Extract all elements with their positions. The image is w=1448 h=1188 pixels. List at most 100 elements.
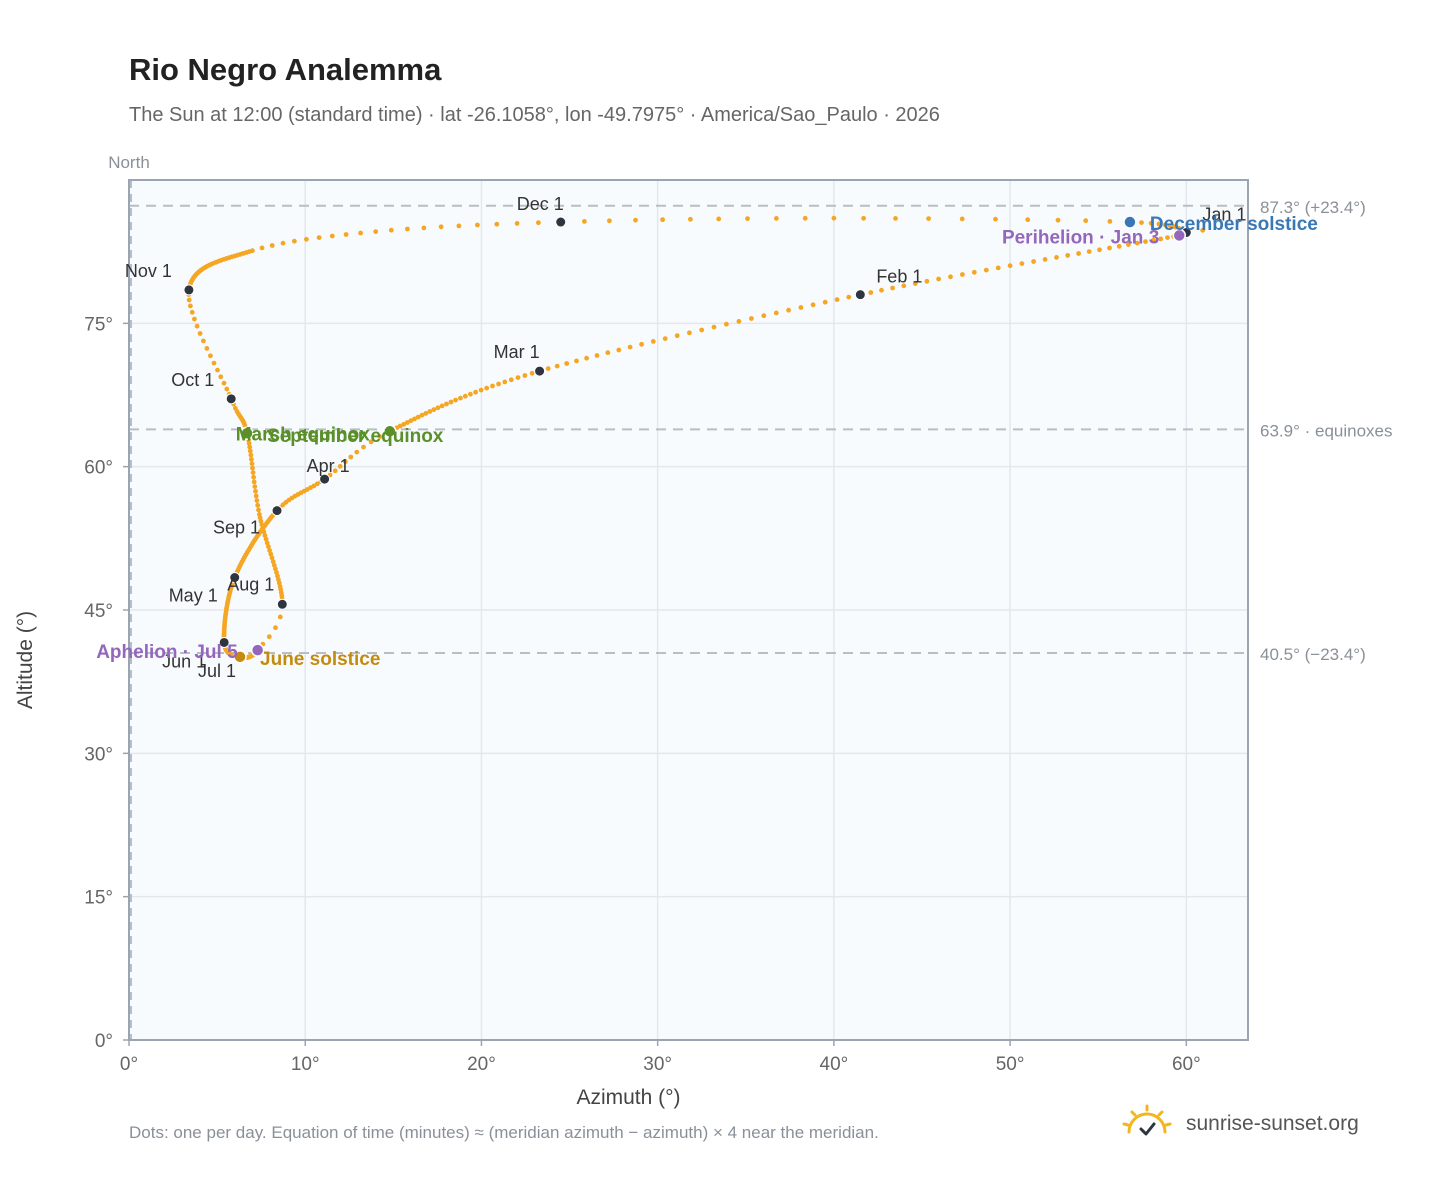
daily-sun-dot [456, 223, 462, 229]
month-marker [183, 284, 195, 296]
daily-sun-dot [421, 225, 427, 231]
daily-sun-dot [484, 385, 490, 391]
daily-sun-dot [332, 468, 338, 474]
daily-sun-dot [627, 344, 633, 350]
chart-title: Rio Negro Analemma [129, 52, 442, 87]
daily-sun-dot [473, 389, 478, 395]
daily-sun-dot [639, 341, 644, 347]
daily-sun-dot [475, 222, 480, 228]
daily-sun-dot [427, 409, 433, 414]
x-tick-label: 50° [996, 1054, 1025, 1075]
daily-sun-dot [419, 412, 425, 418]
reference-line-label: 40.5° (−23.4°) [1260, 645, 1366, 664]
daily-sun-dot [890, 285, 895, 291]
daily-sun-dot [724, 321, 729, 327]
daily-sun-dot [1139, 220, 1144, 226]
daily-sun-dot [401, 421, 407, 427]
daily-sun-dot [1148, 220, 1154, 226]
daily-sun-dot [368, 439, 374, 445]
daily-sun-dot [201, 338, 206, 344]
daily-sun-dot [1200, 227, 1206, 233]
daily-sun-dot [197, 331, 203, 336]
event-label: September equinox [267, 426, 444, 447]
daily-sun-dot [901, 283, 907, 289]
daily-sun-dot [959, 216, 965, 222]
axes: 0° 10° 20° 30° 40° 50° 60° 0° 15° 30° 45° 60° 75° Nor… [14, 153, 1201, 1109]
daily-sun-dot [408, 418, 414, 424]
daily-sun-dot [292, 238, 297, 244]
daily-sun-dot [388, 227, 394, 233]
daily-sun-dot [250, 470, 256, 475]
brand-name: sunrise-sunset.org [1186, 1112, 1359, 1135]
month-marker [229, 572, 241, 584]
month-label: Mar 1 [494, 342, 540, 362]
daily-sun-dot [1165, 235, 1170, 241]
daily-sun-dot [266, 544, 271, 549]
daily-sun-dot [490, 383, 495, 389]
daily-sun-dot [868, 290, 874, 295]
daily-sun-dot [254, 498, 260, 503]
daily-sun-dot [1126, 242, 1131, 248]
daily-sun-dot [415, 414, 421, 420]
daily-sun-dot [1097, 247, 1102, 253]
x-tick-label: 60° [1172, 1054, 1201, 1075]
daily-sun-dot [960, 272, 965, 277]
daily-sun-dot [262, 533, 268, 538]
daily-sun-dot [431, 407, 437, 413]
daily-sun-dot [924, 278, 930, 284]
daily-sun-dot [879, 287, 884, 293]
daily-sun-dot [250, 248, 255, 254]
daily-sun-dot [1031, 259, 1036, 264]
daily-sun-dot [688, 216, 693, 222]
daily-sun-dot [1054, 255, 1059, 260]
daily-sun-dot [316, 235, 322, 241]
daily-sun-dot [993, 216, 998, 222]
daily-sun-dot [280, 240, 286, 246]
daily-sun-dot [971, 269, 977, 275]
y-tick-label: 30° [84, 744, 113, 765]
daily-sun-dot [439, 403, 445, 409]
event-label: December solstice [1150, 214, 1318, 235]
brand[interactable]: sunrise-sunset.org [1120, 1102, 1359, 1146]
month-marker [271, 505, 283, 517]
month-label: Apr 1 [307, 456, 350, 476]
month-marker [276, 598, 288, 610]
chart-subtitle: The Sun at 12:00 (standard time) · lat -… [129, 104, 940, 126]
daily-sun-dot [496, 381, 501, 387]
daily-sun-dot [361, 444, 366, 450]
daily-sun-dot [192, 316, 197, 322]
event-marker [383, 424, 397, 439]
month-label: Dec 1 [517, 194, 564, 214]
y-tick-label: 75° [84, 314, 113, 335]
daily-sun-dot [252, 484, 258, 489]
daily-sun-dot [687, 330, 692, 336]
daily-sun-dot [802, 215, 808, 221]
daily-sun-dot [736, 319, 742, 324]
daily-sun-dot [358, 230, 363, 236]
daily-sun-dot [574, 358, 579, 364]
daily-sun-dot [594, 353, 600, 358]
daily-sun-dot [1007, 263, 1013, 269]
grid [129, 180, 1248, 1040]
x-tick-label: 20° [467, 1054, 496, 1075]
daily-sun-dot [348, 454, 354, 460]
daily-sun-dot [412, 416, 417, 422]
y-tick-label: 45° [84, 601, 113, 622]
daily-sun-dot [249, 456, 254, 462]
daily-sun-dot [846, 294, 852, 300]
month-label: Jun 1 [162, 651, 206, 671]
event-marker [1123, 215, 1137, 229]
daily-sun-dot [607, 218, 612, 224]
x-tick-label: 0° [120, 1054, 138, 1075]
daily-sun-dot [248, 452, 254, 458]
daily-sun-dot [912, 281, 918, 286]
event-marker [240, 426, 254, 440]
daily-sun-dot [273, 566, 278, 572]
daily-sun-dot [274, 570, 279, 575]
daily-sun-dot [786, 307, 791, 313]
month-label: Feb 1 [876, 267, 922, 287]
x-tick-label: 10° [291, 1054, 320, 1075]
daily-sun-dot [377, 434, 383, 440]
